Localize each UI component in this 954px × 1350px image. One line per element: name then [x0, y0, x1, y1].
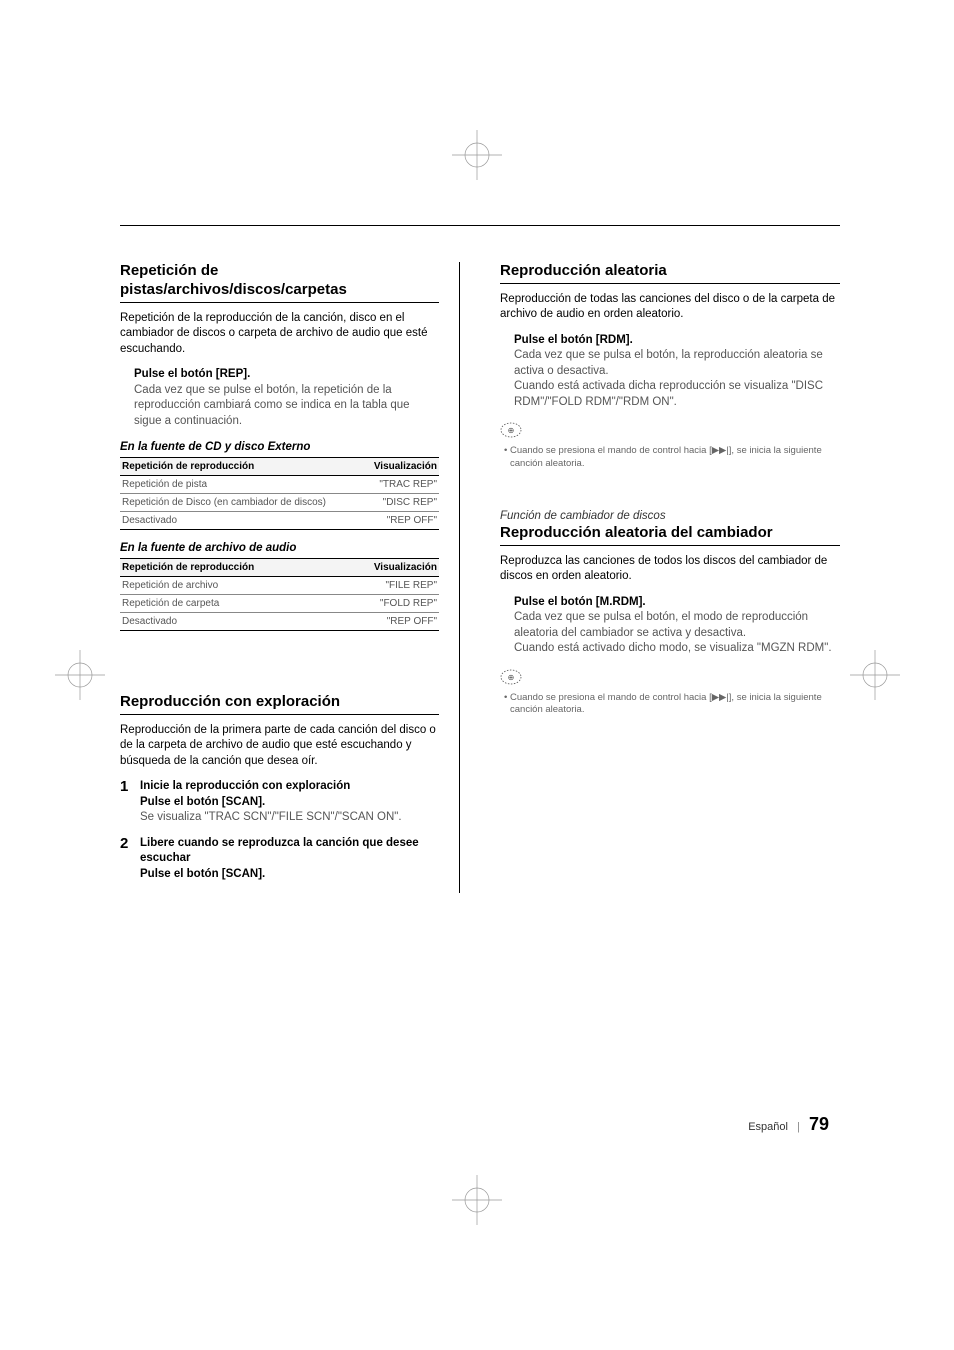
table-audio: Repetición de reproducción Visualización… — [120, 558, 439, 631]
sec-scan-title: Reproducción con exploración — [120, 693, 439, 715]
mrdm-step-body1: Cada vez que se pulsa el botón, el modo … — [514, 610, 840, 641]
sec-scan-intro: Reproducción de la primera parte de cada… — [120, 723, 439, 770]
page-content: Repetición de pistas/archivos/discos/car… — [120, 225, 840, 893]
scan-step-1: 1 Inicie la reproducción con exploración… — [120, 779, 439, 826]
tbl2-h1: Visualización — [334, 559, 439, 577]
scan-step1-title: Inicie la reproducción con exploración P… — [140, 779, 439, 810]
mrdm-note: • Cuando se presiona el mando de control… — [500, 692, 840, 717]
rep-step-title: Pulse el botón [REP]. — [134, 367, 439, 383]
right-column: Reproducción aleatoria Reproducción de t… — [500, 262, 840, 893]
rdm-step-body1: Cada vez que se pulsa el botón, la repro… — [514, 348, 840, 379]
scan-step1-body: Se visualiza "TRAC SCN"/"FILE SCN"/"SCAN… — [140, 810, 439, 826]
sub-audio-source: En la fuente de archivo de audio — [120, 542, 439, 554]
note-icon: ⊕ — [500, 422, 840, 443]
svg-text:⊕: ⊕ — [508, 673, 515, 682]
regmark-left — [55, 650, 105, 700]
mrdm-step-title: Pulse el botón [M.RDM]. — [514, 595, 840, 611]
sec-repeat-title: Repetición de pistas/archivos/discos/car… — [120, 262, 439, 303]
note-icon: ⊕ — [500, 669, 840, 690]
rdm-step-body2: Cuando está activada dicha reproducción … — [514, 379, 840, 410]
tbl1-h0: Repetición de reproducción — [120, 458, 361, 476]
sec-changer-title: Reproducción aleatoria del cambiador — [500, 524, 840, 546]
rdm-step-title: Pulse el botón [RDM]. — [514, 333, 840, 349]
table-row: Repetición de archivo"FILE REP" — [120, 577, 439, 595]
tbl1-h1: Visualización — [361, 458, 439, 476]
regmark-top — [452, 130, 502, 180]
sec-random-intro: Reproducción de todas las canciones del … — [500, 292, 840, 323]
mrdm-step-body2: Cuando está activado dicho modo, se visu… — [514, 641, 840, 657]
sub-cd-source: En la fuente de CD y disco Externo — [120, 441, 439, 453]
rep-step-body: Cada vez que se pulse el botón, la repet… — [134, 383, 439, 430]
changer-context: Función de cambiador de discos — [500, 510, 840, 522]
regmark-bottom — [452, 1175, 502, 1225]
regmark-right — [850, 650, 900, 700]
tbl2-h0: Repetición de reproducción — [120, 559, 334, 577]
sec-repeat-intro: Repetición de la reproducción de la canc… — [120, 311, 439, 358]
footer-divider: | — [797, 1121, 800, 1133]
table-row: Repetición de carpeta"FOLD REP" — [120, 595, 439, 613]
table-row: Desactivado"REP OFF" — [120, 613, 439, 631]
step-number: 2 — [120, 836, 134, 883]
table-row: Repetición de pista"TRAC REP" — [120, 476, 439, 494]
table-cd: Repetición de reproducción Visualización… — [120, 457, 439, 530]
svg-text:⊕: ⊕ — [508, 426, 515, 435]
table-row: Repetición de Disco (en cambiador de dis… — [120, 494, 439, 512]
sec-changer-intro: Reproduzca las canciones de todos los di… — [500, 554, 840, 585]
sec-random-title: Reproducción aleatoria — [500, 262, 840, 284]
scan-step2-title: Libere cuando se reproduzca la canción q… — [140, 836, 439, 883]
footer-page-number: 79 — [809, 1114, 829, 1134]
scan-step-2: 2 Libere cuando se reproduzca la canción… — [120, 836, 439, 883]
footer-lang: Español — [748, 1121, 788, 1133]
table-row: Desactivado"REP OFF" — [120, 512, 439, 530]
rdm-note: • Cuando se presiona el mando de control… — [500, 445, 840, 470]
left-column: Repetición de pistas/archivos/discos/car… — [120, 262, 460, 893]
step-number: 1 — [120, 779, 134, 826]
page-footer: Español | 79 — [748, 1114, 829, 1135]
